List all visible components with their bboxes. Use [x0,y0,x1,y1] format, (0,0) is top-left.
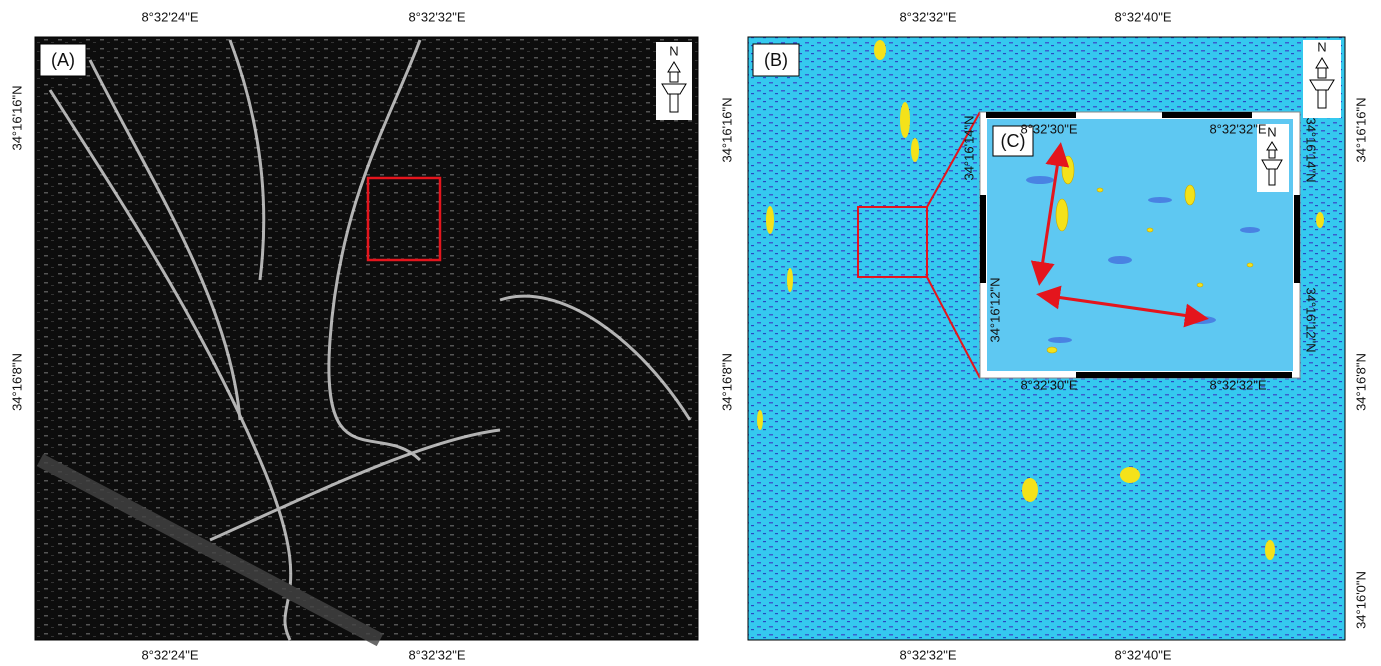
panel-label: (B) [764,50,788,70]
bottom-tick: 8°32'32"E [1209,377,1266,392]
left-tick: 34°16'12"N [987,277,1002,342]
top-tick: 8°32'32"E [1209,121,1266,136]
top-tick: 8°32'30"E [1020,121,1077,136]
top-tick: 8°32'32"E [899,9,956,24]
left-tick: 34°16'14"N [961,115,976,180]
right-tick: 34°16'16"N [1353,97,1368,162]
right-tick: 34°16'14"N [1304,117,1319,182]
inset-map [987,119,1293,371]
left-tick: 34°16'8"N [719,353,734,411]
right-tick: 34°16'0"N [1353,571,1368,629]
figure: (A) N 8°32'24"E 8°32'32"E 8°32'24"E 8°32… [0,0,1381,666]
bottom-tick: 8°32'24"E [141,647,198,662]
top-tick: 8°32'40"E [1114,9,1171,24]
bottom-tick: 8°32'40"E [1114,647,1171,662]
bottom-tick: 8°32'32"E [899,647,956,662]
top-tick: 8°32'24"E [141,9,198,24]
panel-label: (A) [51,50,75,70]
top-tick: 8°32'32"E [408,9,465,24]
north-label: N [669,43,678,58]
left-tick: 34°16'16"N [719,97,734,162]
right-tick: 34°16'8"N [1353,353,1368,411]
bottom-tick: 8°32'30"E [1020,377,1077,392]
right-tick: 34°16'12"N [1304,287,1319,352]
north-label: N [1317,39,1326,54]
left-tick: 34°16'16"N [9,85,24,150]
north-label: N [1267,124,1276,139]
panel-a: (A) N 8°32'24"E 8°32'32"E 8°32'24"E 8°32… [9,9,698,662]
bottom-tick: 8°32'32"E [408,647,465,662]
left-tick: 34°16'8"N [9,353,24,411]
map-frame [35,37,698,640]
inset-c: (C) N 8°32'30"E 8°32'32"E 8°32'30"E 8°32… [961,112,1318,392]
